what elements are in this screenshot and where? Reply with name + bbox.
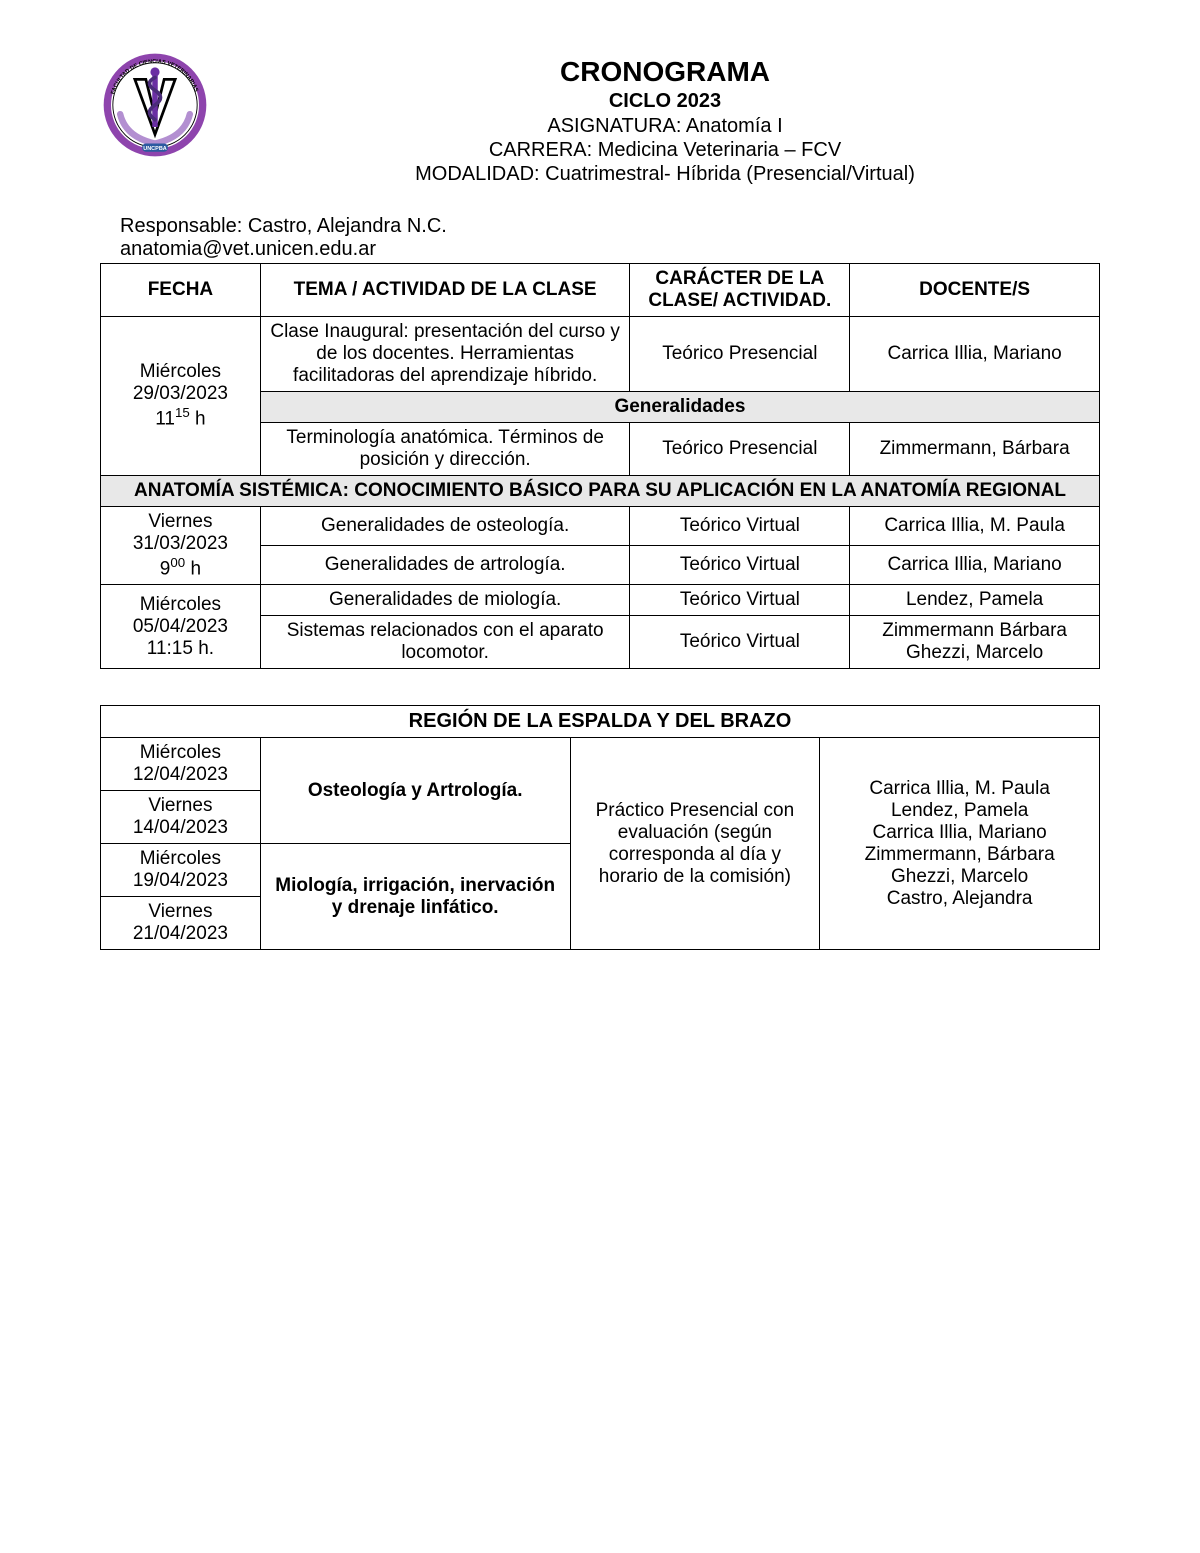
cell-tema: Generalidades de artrología. bbox=[260, 546, 630, 585]
doc-title: CRONOGRAMA bbox=[230, 56, 1100, 88]
fecha-date: 14/04/2023 bbox=[133, 817, 228, 838]
fecha-day: Viernes bbox=[148, 795, 212, 816]
svg-text:UNCPBA: UNCPBA bbox=[143, 146, 167, 152]
docente-line: Zimmermann, Bárbara bbox=[865, 844, 1055, 865]
fecha-day: Miércoles bbox=[140, 848, 221, 869]
docente-line: Castro, Alejandra bbox=[887, 888, 1033, 909]
cell-docente: Zimmermann, Bárbara bbox=[850, 423, 1100, 476]
section-label: Generalidades bbox=[260, 392, 1099, 423]
fecha-date: 29/03/2023 bbox=[133, 383, 228, 404]
cell-fecha: Miércoles 19/04/2023 bbox=[101, 844, 261, 897]
fecha-min: 00 bbox=[170, 555, 185, 570]
docente-line: Lendez, Pamela bbox=[891, 800, 1028, 821]
section-row-region: REGIÓN DE LA ESPALDA Y DEL BRAZO bbox=[101, 706, 1100, 738]
fecha-hour: 11 bbox=[155, 409, 175, 430]
fecha-hour: 9 bbox=[160, 558, 171, 579]
cell-fecha: Viernes 31/03/2023 900 h bbox=[101, 507, 261, 585]
docente-line: Carrica Illia, Mariano bbox=[873, 822, 1047, 843]
cell-tema: Osteología y Artrología. bbox=[260, 738, 570, 844]
responsible-email: anatomia@vet.unicen.edu.ar bbox=[120, 238, 1100, 261]
fecha-day: Miércoles bbox=[140, 361, 221, 382]
page: FACULTAD DE CIENCIAS VETERINARIAS UNCPBA… bbox=[0, 0, 1200, 1000]
cell-caracter: Teórico Virtual bbox=[630, 546, 850, 585]
spacer bbox=[100, 669, 1100, 705]
schedule-table-2: REGIÓN DE LA ESPALDA Y DEL BRAZO Miércol… bbox=[100, 705, 1100, 950]
modalidad-line: MODALIDAD: Cuatrimestral- Híbrida (Prese… bbox=[230, 163, 1100, 186]
fecha-date: 31/03/2023 bbox=[133, 533, 228, 554]
cell-fecha: Miércoles 12/04/2023 bbox=[101, 738, 261, 791]
fecha-day: Miércoles bbox=[140, 594, 221, 615]
asignatura-line: ASIGNATURA: Anatomía I bbox=[230, 115, 1100, 138]
fecha-day: Miércoles bbox=[140, 742, 221, 763]
cell-fecha: Miércoles 29/03/2023 1115 h bbox=[101, 317, 261, 476]
cell-tema: Sistemas relacionados con el aparato loc… bbox=[260, 616, 630, 669]
cell-fecha: Miércoles 05/04/2023 11:15 h. bbox=[101, 585, 261, 669]
th-caracter: CARÁCTER DE LA CLASE/ ACTIVIDAD. bbox=[630, 264, 850, 317]
section-label: REGIÓN DE LA ESPALDA Y DEL BRAZO bbox=[101, 706, 1100, 738]
table-row: Miércoles 12/04/2023 Osteología y Artrol… bbox=[101, 738, 1100, 791]
fecha-min: 15 bbox=[175, 405, 190, 420]
cell-caracter: Teórico Virtual bbox=[630, 585, 850, 616]
header: FACULTAD DE CIENCIAS VETERINARIAS UNCPBA… bbox=[100, 50, 1100, 187]
section-label: ANATOMÍA SISTÉMICA: CONOCIMIENTO BÁSICO … bbox=[101, 476, 1100, 507]
header-text-block: CRONOGRAMA CICLO 2023 ASIGNATURA: Anatom… bbox=[230, 50, 1100, 187]
schedule-table-1: FECHA TEMA / ACTIVIDAD DE LA CLASE CARÁC… bbox=[100, 263, 1100, 669]
responsible-block: Responsable: Castro, Alejandra N.C. anat… bbox=[100, 215, 1100, 261]
cell-fecha: Viernes 14/04/2023 bbox=[101, 791, 261, 844]
cell-caracter: Teórico Virtual bbox=[630, 616, 850, 669]
doc-cycle: CICLO 2023 bbox=[230, 90, 1100, 113]
fecha-date: 05/04/2023 bbox=[133, 616, 228, 637]
cell-docente: Carrica Illia, Mariano bbox=[850, 317, 1100, 392]
th-fecha: FECHA bbox=[101, 264, 261, 317]
cell-fecha: Viernes 21/04/2023 bbox=[101, 897, 261, 950]
cell-caracter: Teórico Presencial bbox=[630, 423, 850, 476]
cell-tema: Miología, irrigación, inervación y drena… bbox=[260, 844, 570, 950]
institution-logo: FACULTAD DE CIENCIAS VETERINARIAS UNCPBA bbox=[100, 50, 210, 160]
cell-docente: Carrica Illia, M. Paula Lendez, Pamela C… bbox=[820, 738, 1100, 950]
cell-tema: Generalidades de osteología. bbox=[260, 507, 630, 546]
section-row-sistemica: ANATOMÍA SISTÉMICA: CONOCIMIENTO BÁSICO … bbox=[101, 476, 1100, 507]
cell-tema: Generalidades de miología. bbox=[260, 585, 630, 616]
docente-line: Ghezzi, Marcelo bbox=[891, 866, 1028, 887]
cell-tema: Clase Inaugural: presentación del curso … bbox=[260, 317, 630, 392]
cell-docente: Zimmermann Bárbara Ghezzi, Marcelo bbox=[850, 616, 1100, 669]
responsible-name: Responsable: Castro, Alejandra N.C. bbox=[120, 215, 1100, 238]
fecha-day: Viernes bbox=[148, 511, 212, 532]
fecha-h: h bbox=[190, 409, 206, 430]
table-row: Miércoles 29/03/2023 1115 h Clase Inaugu… bbox=[101, 317, 1100, 392]
fecha-time: 11:15 h. bbox=[147, 638, 214, 659]
carrera-line: CARRERA: Medicina Veterinaria – FCV bbox=[230, 139, 1100, 162]
th-docente: DOCENTE/S bbox=[850, 264, 1100, 317]
cell-docente: Carrica Illia, M. Paula bbox=[850, 507, 1100, 546]
cell-docente: Carrica Illia, Mariano bbox=[850, 546, 1100, 585]
table-row: Miércoles 05/04/2023 11:15 h. Generalida… bbox=[101, 585, 1100, 616]
docente-line: Carrica Illia, M. Paula bbox=[869, 778, 1050, 799]
fecha-date: 12/04/2023 bbox=[133, 764, 228, 785]
table-row: Viernes 31/03/2023 900 h Generalidades d… bbox=[101, 507, 1100, 546]
cell-caracter: Práctico Presencial con evaluación (segú… bbox=[570, 738, 820, 950]
cell-caracter: Teórico Virtual bbox=[630, 507, 850, 546]
cell-caracter: Teórico Presencial bbox=[630, 317, 850, 392]
cell-docente: Lendez, Pamela bbox=[850, 585, 1100, 616]
fecha-day: Viernes bbox=[148, 901, 212, 922]
cell-tema: Terminología anatómica. Términos de posi… bbox=[260, 423, 630, 476]
fecha-h: h bbox=[185, 558, 201, 579]
fecha-date: 21/04/2023 bbox=[133, 923, 228, 944]
th-tema: TEMA / ACTIVIDAD DE LA CLASE bbox=[260, 264, 630, 317]
fecha-date: 19/04/2023 bbox=[133, 870, 228, 891]
